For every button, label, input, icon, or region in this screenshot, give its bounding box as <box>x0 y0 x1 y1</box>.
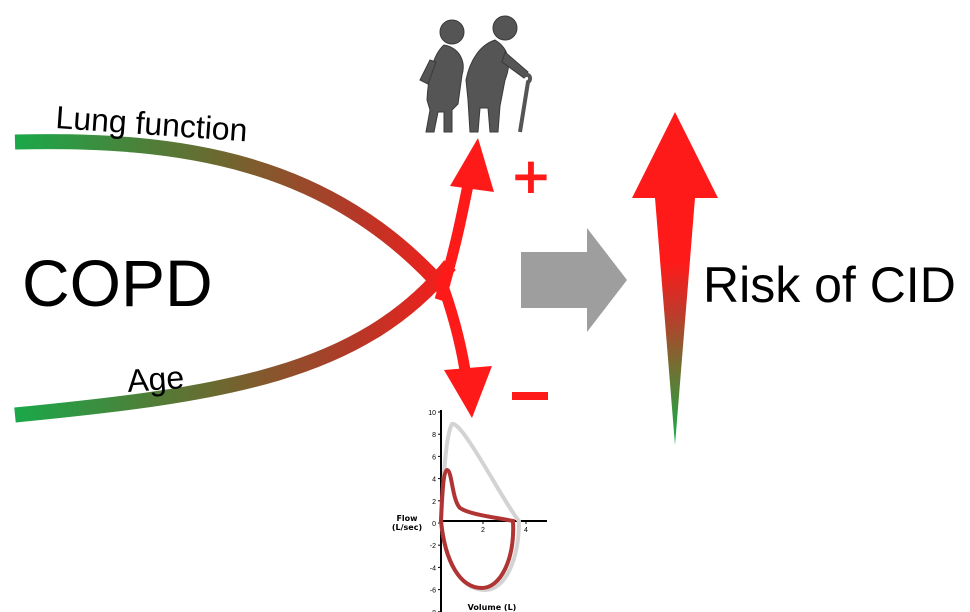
spirometry-y-tick-label: 0 <box>432 521 436 528</box>
spirometry-x-label: Volume (L) <box>468 603 517 612</box>
age-curve <box>14 260 456 423</box>
copd-label: COPD <box>22 246 213 320</box>
age-label: Age <box>126 359 185 399</box>
increase-arrowhead <box>450 138 494 192</box>
decrease-arrowhead <box>444 366 492 418</box>
minus-sign <box>512 392 548 400</box>
elderly-couple-icon <box>419 15 533 133</box>
spirometry-y-tick-label: -2 <box>430 543 436 550</box>
lung-function-curve <box>14 134 451 295</box>
spirometry-y-tick-label: 6 <box>432 454 436 461</box>
spirometry-y-tick-label: 10 <box>428 410 436 417</box>
spirometry-y-tick-label: 8 <box>432 432 436 439</box>
copd-flow-volume-loop <box>438 467 516 591</box>
spirometry-y-ticks: 10 8 6 4 2 0 -2 -4 -6 -8 <box>428 410 441 612</box>
spirometry-y-tick-label: 4 <box>432 477 436 484</box>
process-arrow <box>521 228 627 332</box>
risk-arrow <box>632 112 718 445</box>
spirometry-y-tick-label: 2 <box>432 499 436 506</box>
spirometry-y-tick-label: -4 <box>430 565 436 572</box>
risk-label: Risk of CID <box>703 257 956 313</box>
spirometry-x-tick-label: 4 <box>524 527 528 534</box>
spirometry-y-label-line2: (L/sec) <box>392 523 422 532</box>
plus-sign: + <box>510 147 552 205</box>
spirometry-x-tick-label: 2 <box>481 527 485 534</box>
spirometry-y-tick-label: -6 <box>430 588 436 595</box>
spirometry-y-tick-label: -8 <box>430 610 436 612</box>
spirometry-y-label-line1: Flow <box>396 514 418 523</box>
decrease-arrow-shaft <box>434 276 471 371</box>
